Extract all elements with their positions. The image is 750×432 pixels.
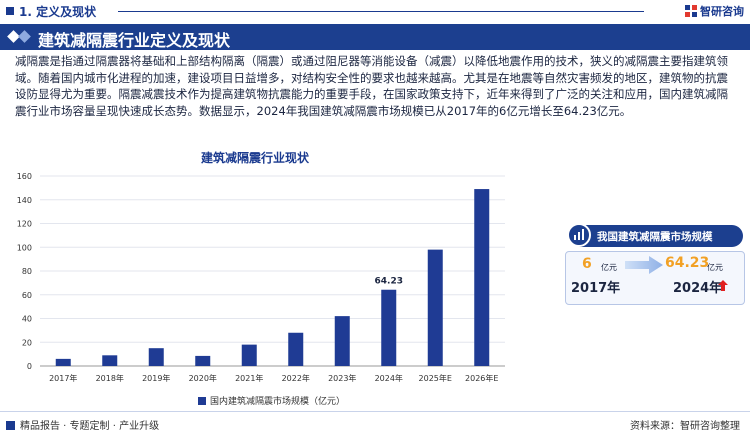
chart-legend: 国内建筑减隔震市场规模（亿元） bbox=[198, 394, 345, 407]
y-tick-label: 60 bbox=[22, 291, 32, 300]
x-tick-label: 2025年E bbox=[419, 373, 452, 383]
legend-swatch bbox=[198, 397, 206, 405]
start-year: 2017年 bbox=[571, 281, 621, 296]
brand: 智研咨询 bbox=[685, 3, 744, 19]
y-tick-label: 140 bbox=[17, 196, 32, 205]
y-tick-label: 100 bbox=[17, 243, 32, 252]
y-tick-label: 120 bbox=[17, 220, 32, 229]
bar bbox=[102, 355, 118, 366]
x-tick-label: 2019年 bbox=[142, 373, 170, 383]
y-tick-label: 80 bbox=[22, 267, 32, 276]
end-unit: 亿元 bbox=[707, 263, 723, 272]
section-label: 1. 定义及现状 bbox=[6, 3, 96, 20]
x-tick-label: 2020年 bbox=[189, 373, 217, 383]
description-paragraph: 减隔震是指通过隔震器将基础和上部结构隔离（隔震）或通过阻尼器等消能设备（减震）以… bbox=[15, 54, 728, 118]
chart-badge-icon bbox=[567, 223, 591, 247]
bar bbox=[148, 348, 164, 366]
top-divider bbox=[118, 11, 644, 12]
bar-chart: 0 20 40 60 80 100 120 140 160 2017年 2018年 2019年 2020… bbox=[17, 172, 505, 383]
x-tick-label: 2022年 bbox=[282, 373, 310, 383]
y-tick-label: 0 bbox=[27, 362, 32, 371]
x-tick-label: 2018年 bbox=[96, 373, 124, 383]
start-unit: 亿元 bbox=[601, 263, 617, 272]
footer-divider bbox=[0, 411, 750, 412]
bar bbox=[241, 344, 257, 366]
panel-title: 我国建筑减隔震市场规模 bbox=[597, 231, 713, 243]
bar bbox=[427, 249, 443, 366]
start-value: 6 bbox=[582, 256, 592, 272]
footer-slogan-text: 精品报告 · 专题定制 · 产业升级 bbox=[20, 421, 160, 432]
bar bbox=[288, 332, 304, 366]
brand-name: 智研咨询 bbox=[700, 5, 744, 18]
growth-arrow-icon bbox=[625, 256, 663, 274]
bar bbox=[474, 189, 490, 366]
data-source: 资料来源：智研咨询整理 bbox=[630, 421, 740, 432]
footer: 精品报告 · 专题定制 · 产业升级 资料来源：智研咨询整理 bbox=[0, 408, 750, 432]
page-title: 建筑减隔震行业定义及现状 bbox=[38, 31, 231, 50]
title-bar: 建筑减隔震行业定义及现状 bbox=[0, 24, 750, 50]
x-tick-label: 2023年 bbox=[328, 373, 356, 383]
footer-slogan: 精品报告 · 专题定制 · 产业升级 bbox=[6, 417, 159, 432]
panel-header: 我国建筑减隔震市场规模 bbox=[567, 223, 743, 247]
diamond-icon bbox=[18, 30, 31, 43]
y-tick-label: 40 bbox=[22, 315, 32, 324]
data-label: 64.23 bbox=[375, 277, 403, 287]
bar bbox=[381, 289, 397, 366]
x-tick-label: 2017年 bbox=[49, 373, 77, 383]
y-tick-label: 20 bbox=[22, 338, 32, 347]
section-text: 1. 定义及现状 bbox=[19, 5, 97, 19]
brand-logo-icon bbox=[685, 5, 697, 17]
end-value: 64.23 bbox=[665, 255, 710, 271]
up-arrow-icon bbox=[718, 280, 728, 291]
top-bar: 1. 定义及现状 智研咨询 bbox=[0, 0, 750, 22]
x-tick-label: 2021年 bbox=[235, 373, 263, 383]
x-tick-label: 2024年 bbox=[375, 373, 403, 383]
bar bbox=[334, 316, 350, 366]
legend-label: 国内建筑减隔震市场规模（亿元） bbox=[210, 397, 346, 407]
end-year: 2024年 bbox=[673, 281, 723, 296]
bar bbox=[195, 355, 211, 366]
x-tick-label: 2026年E bbox=[465, 373, 498, 383]
chart-title: 建筑减隔震行业现状 bbox=[200, 151, 309, 165]
footer-square-icon bbox=[6, 421, 15, 430]
bar bbox=[55, 358, 71, 366]
y-tick-label: 160 bbox=[17, 172, 32, 181]
market-size-panel: 我国建筑减隔震市场规模 6 亿元 64.23 亿元 2017年 2024年 bbox=[565, 223, 745, 305]
section-square-icon bbox=[6, 7, 14, 15]
